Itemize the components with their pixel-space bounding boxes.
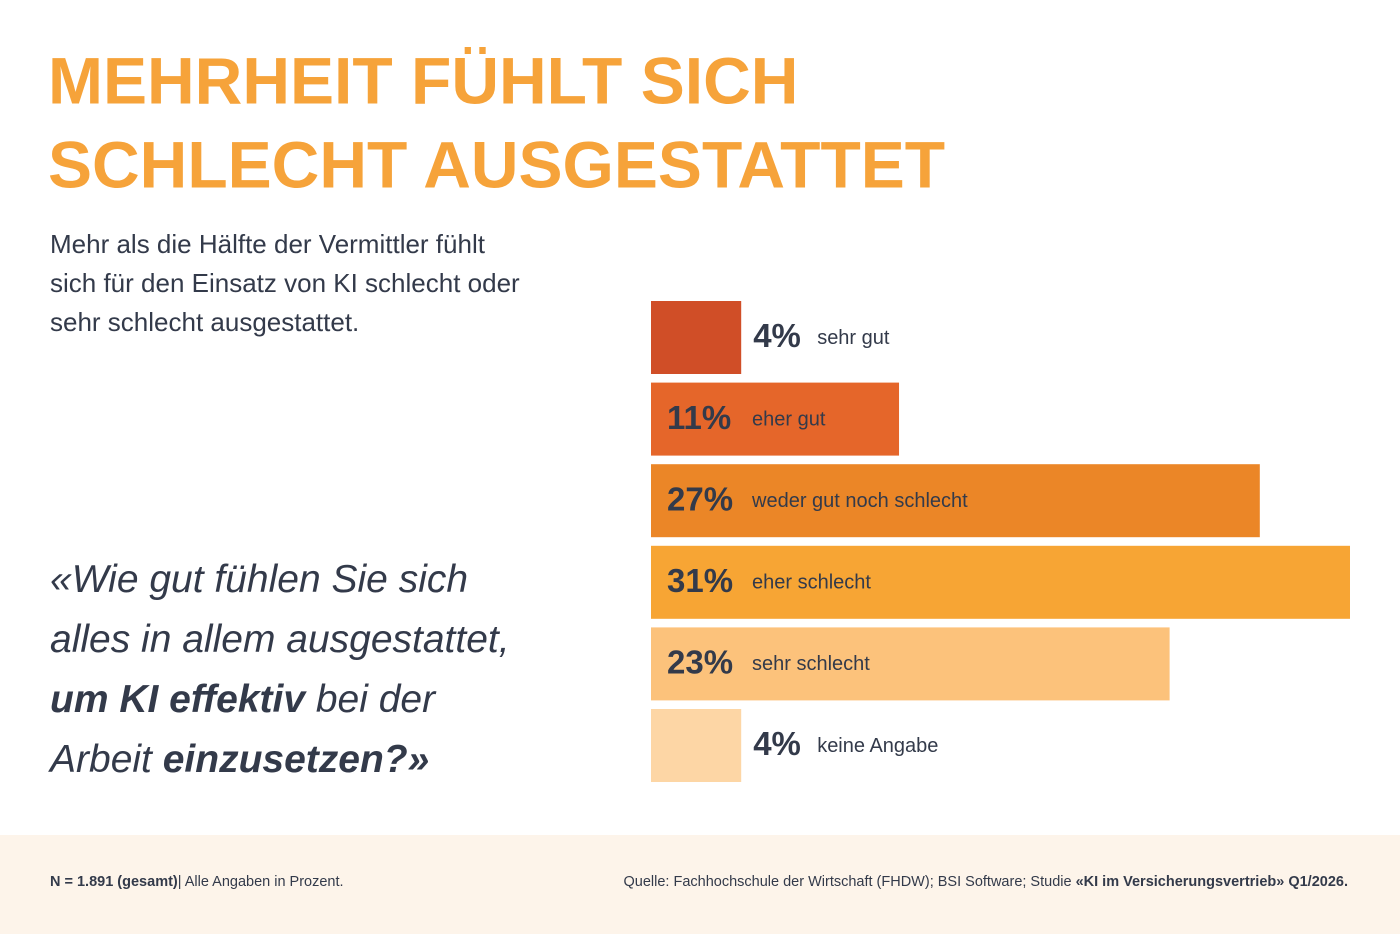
bar: [651, 301, 742, 374]
value-label: 23%: [667, 644, 733, 681]
category-label: keine Angabe: [817, 735, 938, 757]
chart-title: MEHRHEIT FÜHLT SICH: [48, 43, 798, 117]
question: alles in allem ausgestattet,: [50, 618, 510, 661]
question-part: einzusetzen?»: [163, 738, 430, 781]
source-part: «KI im Versicherungsvertrieb» Q1/2026.: [1076, 874, 1348, 890]
footnote-part: | Alle Angaben in Prozent.: [178, 874, 344, 890]
category-label: sehr schlecht: [752, 653, 870, 675]
source-part: Quelle: Fachhochschule der Wirtschaft (F…: [624, 874, 1076, 890]
question-part: alles in allem ausgestattet,: [50, 618, 510, 661]
category-label: eher gut: [752, 408, 826, 430]
question-part: «Wie gut fühlen Sie sich: [50, 558, 468, 601]
source: Quelle: Fachhochschule der Wirtschaft (F…: [624, 874, 1349, 890]
value-label: 4%: [753, 725, 801, 762]
bar: [651, 464, 1260, 538]
question-part: um KI effektiv: [50, 678, 307, 721]
footer-background: [0, 835, 1400, 934]
bar: [651, 382, 900, 456]
subtitle: sehr schlecht ausgestattet.: [50, 307, 359, 337]
question: um KI effektiv bei der: [50, 678, 437, 721]
question: «Wie gut fühlen Sie sich: [50, 558, 468, 601]
footnote-part: N = 1.891 (gesamt): [50, 874, 178, 890]
value-label: 4%: [753, 317, 801, 354]
bar: [651, 627, 1170, 701]
value-label: 27%: [667, 480, 733, 517]
bar: [651, 545, 1350, 619]
subtitle: sich für den Einsatz von KI schlecht ode…: [50, 268, 520, 298]
question-part: bei der: [305, 678, 437, 721]
bar: [651, 709, 742, 782]
category-label: weder gut noch schlecht: [751, 490, 968, 512]
question-part: Arbeit: [48, 738, 163, 781]
category-label: sehr gut: [817, 327, 890, 349]
subtitle: Mehr als die Hälfte der Vermittler fühlt: [50, 229, 486, 259]
category-label: eher schlecht: [752, 572, 871, 594]
footnote: N = 1.891 (gesamt)| Alle Angaben in Proz…: [50, 874, 344, 890]
chart-title: SCHLECHT AUSGESTATTET: [48, 127, 945, 201]
value-label: 11%: [667, 399, 731, 436]
value-label: 31%: [667, 562, 733, 599]
question: Arbeit einzusetzen?»: [48, 738, 429, 781]
